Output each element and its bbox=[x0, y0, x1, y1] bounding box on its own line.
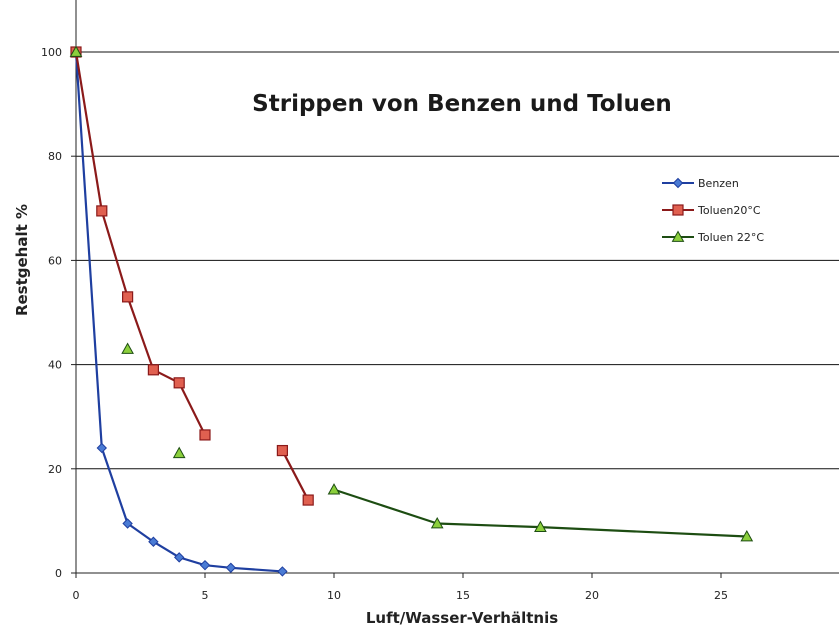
y-tick-label-100: 100 bbox=[41, 46, 62, 59]
series-group bbox=[69, 45, 754, 577]
y-tick-label-60: 60 bbox=[48, 254, 62, 267]
series-2-point-3-0 bbox=[327, 483, 341, 495]
legend-item-1: Toluen20°C bbox=[662, 204, 761, 217]
grid-lines bbox=[76, 51, 839, 470]
legend-label-1: Toluen20°C bbox=[697, 204, 761, 217]
y-tick-label-40: 40 bbox=[48, 359, 62, 372]
y-tick-label-20: 20 bbox=[48, 463, 62, 476]
series-1-line-0 bbox=[74, 51, 206, 436]
series-2-point-3-3 bbox=[740, 530, 754, 542]
series-1-point-0-1 bbox=[96, 205, 108, 217]
series-0-point-0-3 bbox=[148, 536, 159, 547]
y-axis-label: Restgehalt % bbox=[13, 204, 31, 316]
legend-item-2: Toluen 22°C bbox=[662, 230, 764, 244]
x-tick-label-15: 15 bbox=[456, 589, 470, 602]
x-axis-label: Luft/Wasser-Verhältnis bbox=[366, 609, 558, 627]
legend: Benzen Toluen20°C Toluen 22°C bbox=[662, 177, 764, 244]
series-0-point-0-1 bbox=[96, 442, 108, 454]
series-2-point-3-2 bbox=[534, 520, 547, 533]
series-2 bbox=[69, 45, 754, 542]
series-2-point-1-0 bbox=[121, 342, 134, 354]
x-tick-label-20: 20 bbox=[585, 589, 599, 602]
series-1-point-0-2 bbox=[121, 291, 134, 303]
series-2-point-3-1 bbox=[430, 516, 444, 529]
legend-swatch-marker-1 bbox=[672, 204, 684, 216]
x-tick-label-0: 0 bbox=[73, 589, 80, 602]
x-tick-label-5: 5 bbox=[202, 589, 209, 602]
legend-swatch-marker-0 bbox=[672, 177, 684, 189]
series-0-point-0-5 bbox=[199, 559, 211, 571]
series-2-line-3 bbox=[333, 488, 747, 538]
y-tick-label-80: 80 bbox=[48, 150, 62, 163]
series-1-point-1-1 bbox=[302, 494, 314, 506]
series-2-point-0-0 bbox=[69, 45, 83, 57]
series-0-line-0 bbox=[74, 51, 283, 573]
legend-label-2: Toluen 22°C bbox=[697, 231, 764, 244]
series-1 bbox=[70, 46, 314, 506]
y-tick-label-0: 0 bbox=[55, 567, 62, 580]
series-0-point-0-2 bbox=[122, 518, 133, 529]
axes bbox=[71, 0, 839, 578]
series-1-line-1 bbox=[281, 450, 310, 501]
series-0-point-0-6 bbox=[225, 562, 237, 573]
tick-labels: 020406080100051015202530 bbox=[41, 46, 728, 602]
series-0-point-0-7 bbox=[277, 566, 288, 577]
series-0-point-0-4 bbox=[173, 552, 185, 563]
chart-title: Strippen von Benzen und Toluen bbox=[252, 91, 672, 117]
series-1-point-0-3 bbox=[147, 364, 159, 376]
legend-label-0: Benzen bbox=[698, 177, 739, 190]
series-1-point-0-4 bbox=[173, 377, 185, 389]
series-1-point-0-5 bbox=[199, 429, 211, 441]
legend-item-0: Benzen bbox=[662, 177, 739, 190]
series-1-point-1-0 bbox=[276, 444, 288, 457]
series-2-point-2-0 bbox=[172, 446, 186, 459]
series-0 bbox=[70, 46, 288, 577]
x-tick-label-25: 25 bbox=[714, 589, 728, 602]
x-tick-label-10: 10 bbox=[327, 589, 341, 602]
legend-swatch-marker-2 bbox=[671, 230, 685, 242]
